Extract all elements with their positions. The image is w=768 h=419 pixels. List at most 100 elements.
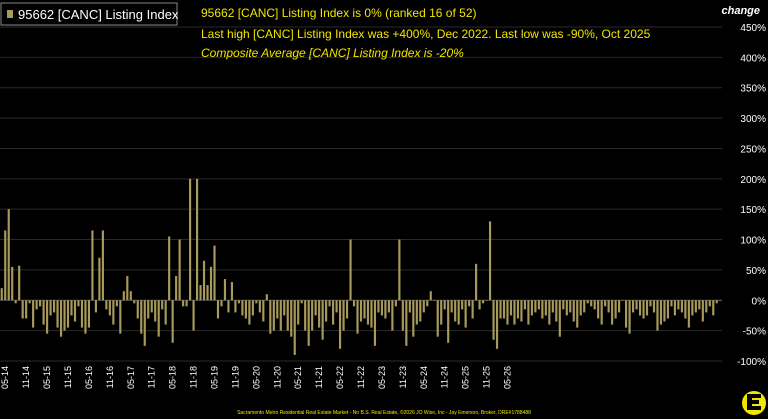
bar	[586, 300, 589, 304]
bar	[49, 300, 52, 316]
bar	[94, 300, 97, 313]
bar	[297, 300, 300, 325]
bar	[258, 300, 261, 313]
bar	[356, 300, 359, 334]
bar	[119, 300, 122, 334]
bar	[345, 300, 349, 319]
bar	[279, 300, 282, 331]
bar	[70, 300, 73, 316]
bar	[269, 300, 272, 334]
bar	[422, 300, 425, 313]
bar	[255, 300, 258, 304]
bar	[412, 300, 415, 337]
bar	[359, 300, 363, 322]
bar	[98, 257, 101, 301]
bar	[262, 300, 265, 322]
bar	[715, 300, 718, 304]
x-tick-label: 05-19	[210, 366, 220, 389]
bar	[220, 300, 223, 307]
bar	[108, 300, 111, 316]
bar	[607, 300, 610, 313]
bar	[387, 300, 390, 313]
bar	[129, 291, 132, 301]
bar	[415, 300, 418, 325]
bar	[482, 300, 485, 304]
bar	[189, 178, 192, 301]
bar	[593, 300, 596, 310]
y-tick-label: 450%	[740, 23, 766, 34]
bar	[283, 300, 286, 316]
bar	[11, 266, 14, 301]
bar	[394, 300, 397, 307]
bar	[569, 300, 572, 313]
bar	[14, 300, 17, 304]
bar	[380, 300, 384, 316]
bar	[572, 300, 575, 322]
x-tick-label: 11-18	[189, 366, 199, 388]
x-tick-label: 05-23	[377, 366, 387, 389]
bar	[373, 300, 377, 346]
bar	[199, 285, 202, 301]
y-tick-label: 350%	[740, 84, 766, 95]
x-axis: 05-14 11-14 05-15 11-15 05-16 11-16 05-17 11-17…	[0, 366, 512, 389]
x-tick-label: 05-24	[419, 366, 429, 389]
bar	[46, 300, 49, 334]
bar	[652, 300, 656, 313]
bar	[39, 300, 42, 307]
bar	[527, 300, 530, 325]
bar	[433, 300, 436, 301]
bar	[206, 285, 209, 301]
bar	[328, 300, 331, 307]
bar	[631, 300, 635, 313]
bar	[670, 300, 673, 307]
bar	[185, 300, 188, 307]
bar	[213, 245, 216, 301]
bar	[698, 300, 701, 310]
x-tick-label: 11-20	[272, 366, 282, 388]
y-tick-label: -50%	[743, 327, 766, 338]
bar	[0, 288, 3, 301]
bar	[485, 300, 488, 301]
legend-label: 95662 [CANC] Listing Index	[18, 7, 179, 22]
annotation-high-low: Last high [CANC] Listing Index was +400%…	[201, 27, 651, 41]
y-tick-label: 50%	[746, 266, 766, 277]
bar	[87, 300, 91, 328]
bar	[300, 300, 303, 304]
bar	[216, 300, 220, 319]
bar	[251, 300, 254, 316]
bar	[457, 300, 460, 325]
y-tick-label: 400%	[740, 53, 766, 64]
bar	[471, 300, 474, 319]
bar	[649, 300, 652, 307]
bar	[565, 300, 568, 316]
bar	[447, 300, 450, 343]
bar	[551, 300, 554, 313]
bar	[115, 300, 118, 307]
bar	[684, 300, 687, 319]
bar	[56, 300, 59, 328]
bar	[621, 300, 624, 301]
bar	[530, 300, 533, 316]
bar	[363, 300, 366, 319]
bar	[4, 230, 7, 301]
bar	[391, 300, 394, 331]
bar	[35, 300, 38, 310]
bar	[335, 300, 338, 313]
bar	[84, 300, 87, 334]
bar	[516, 300, 520, 319]
footer-credit: Sacramento Metro Residential Real Estate…	[237, 409, 531, 416]
bar	[656, 300, 659, 331]
annotation-current: 95662 [CANC] Listing Index is 0% (ranked…	[201, 6, 476, 20]
x-tick-label: 05-20	[251, 366, 261, 389]
bar	[150, 300, 153, 313]
bar	[443, 300, 446, 310]
bar	[209, 266, 213, 301]
bar	[175, 275, 178, 301]
bar	[628, 300, 631, 334]
bar	[244, 300, 247, 319]
bar	[666, 300, 670, 319]
bar	[625, 300, 628, 328]
bar	[464, 300, 467, 328]
bar	[293, 300, 296, 355]
bar	[555, 300, 558, 322]
